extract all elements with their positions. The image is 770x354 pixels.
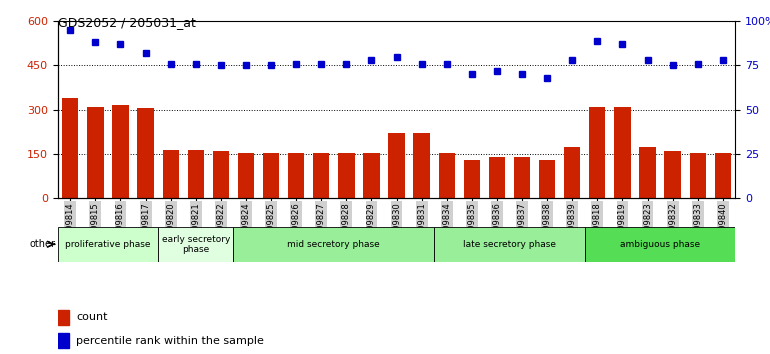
- Bar: [690, 153, 706, 198]
- Bar: [162, 149, 179, 198]
- Bar: [614, 107, 631, 198]
- Bar: [213, 151, 229, 198]
- Text: GDS2052 / 205031_at: GDS2052 / 205031_at: [58, 16, 196, 29]
- Bar: [584, 227, 735, 262]
- Text: mid secretory phase: mid secretory phase: [287, 240, 380, 249]
- Bar: [639, 147, 656, 198]
- Bar: [715, 153, 731, 198]
- Bar: [188, 149, 204, 198]
- Bar: [87, 107, 103, 198]
- Bar: [58, 227, 158, 262]
- Bar: [439, 153, 455, 198]
- Bar: [58, 333, 69, 348]
- Text: late secretory phase: late secretory phase: [463, 240, 556, 249]
- Bar: [313, 153, 330, 198]
- Bar: [338, 153, 354, 198]
- Bar: [665, 151, 681, 198]
- Text: ambiguous phase: ambiguous phase: [620, 240, 700, 249]
- Bar: [238, 153, 254, 198]
- Text: early secretory
phase: early secretory phase: [162, 235, 230, 254]
- Text: proliferative phase: proliferative phase: [65, 240, 151, 249]
- Text: percentile rank within the sample: percentile rank within the sample: [76, 336, 264, 346]
- Bar: [564, 147, 581, 198]
- Bar: [58, 310, 69, 325]
- Bar: [514, 157, 531, 198]
- Text: other: other: [29, 239, 55, 249]
- Bar: [464, 160, 480, 198]
- Bar: [112, 105, 129, 198]
- Bar: [489, 157, 505, 198]
- Bar: [62, 98, 79, 198]
- Bar: [434, 227, 584, 262]
- Text: count: count: [76, 312, 108, 322]
- Bar: [539, 160, 555, 198]
- Bar: [288, 153, 304, 198]
- Bar: [137, 108, 154, 198]
- Bar: [363, 153, 380, 198]
- Bar: [263, 153, 280, 198]
- Bar: [589, 107, 605, 198]
- Bar: [158, 227, 233, 262]
- Bar: [413, 133, 430, 198]
- Bar: [388, 133, 405, 198]
- Bar: [233, 227, 434, 262]
